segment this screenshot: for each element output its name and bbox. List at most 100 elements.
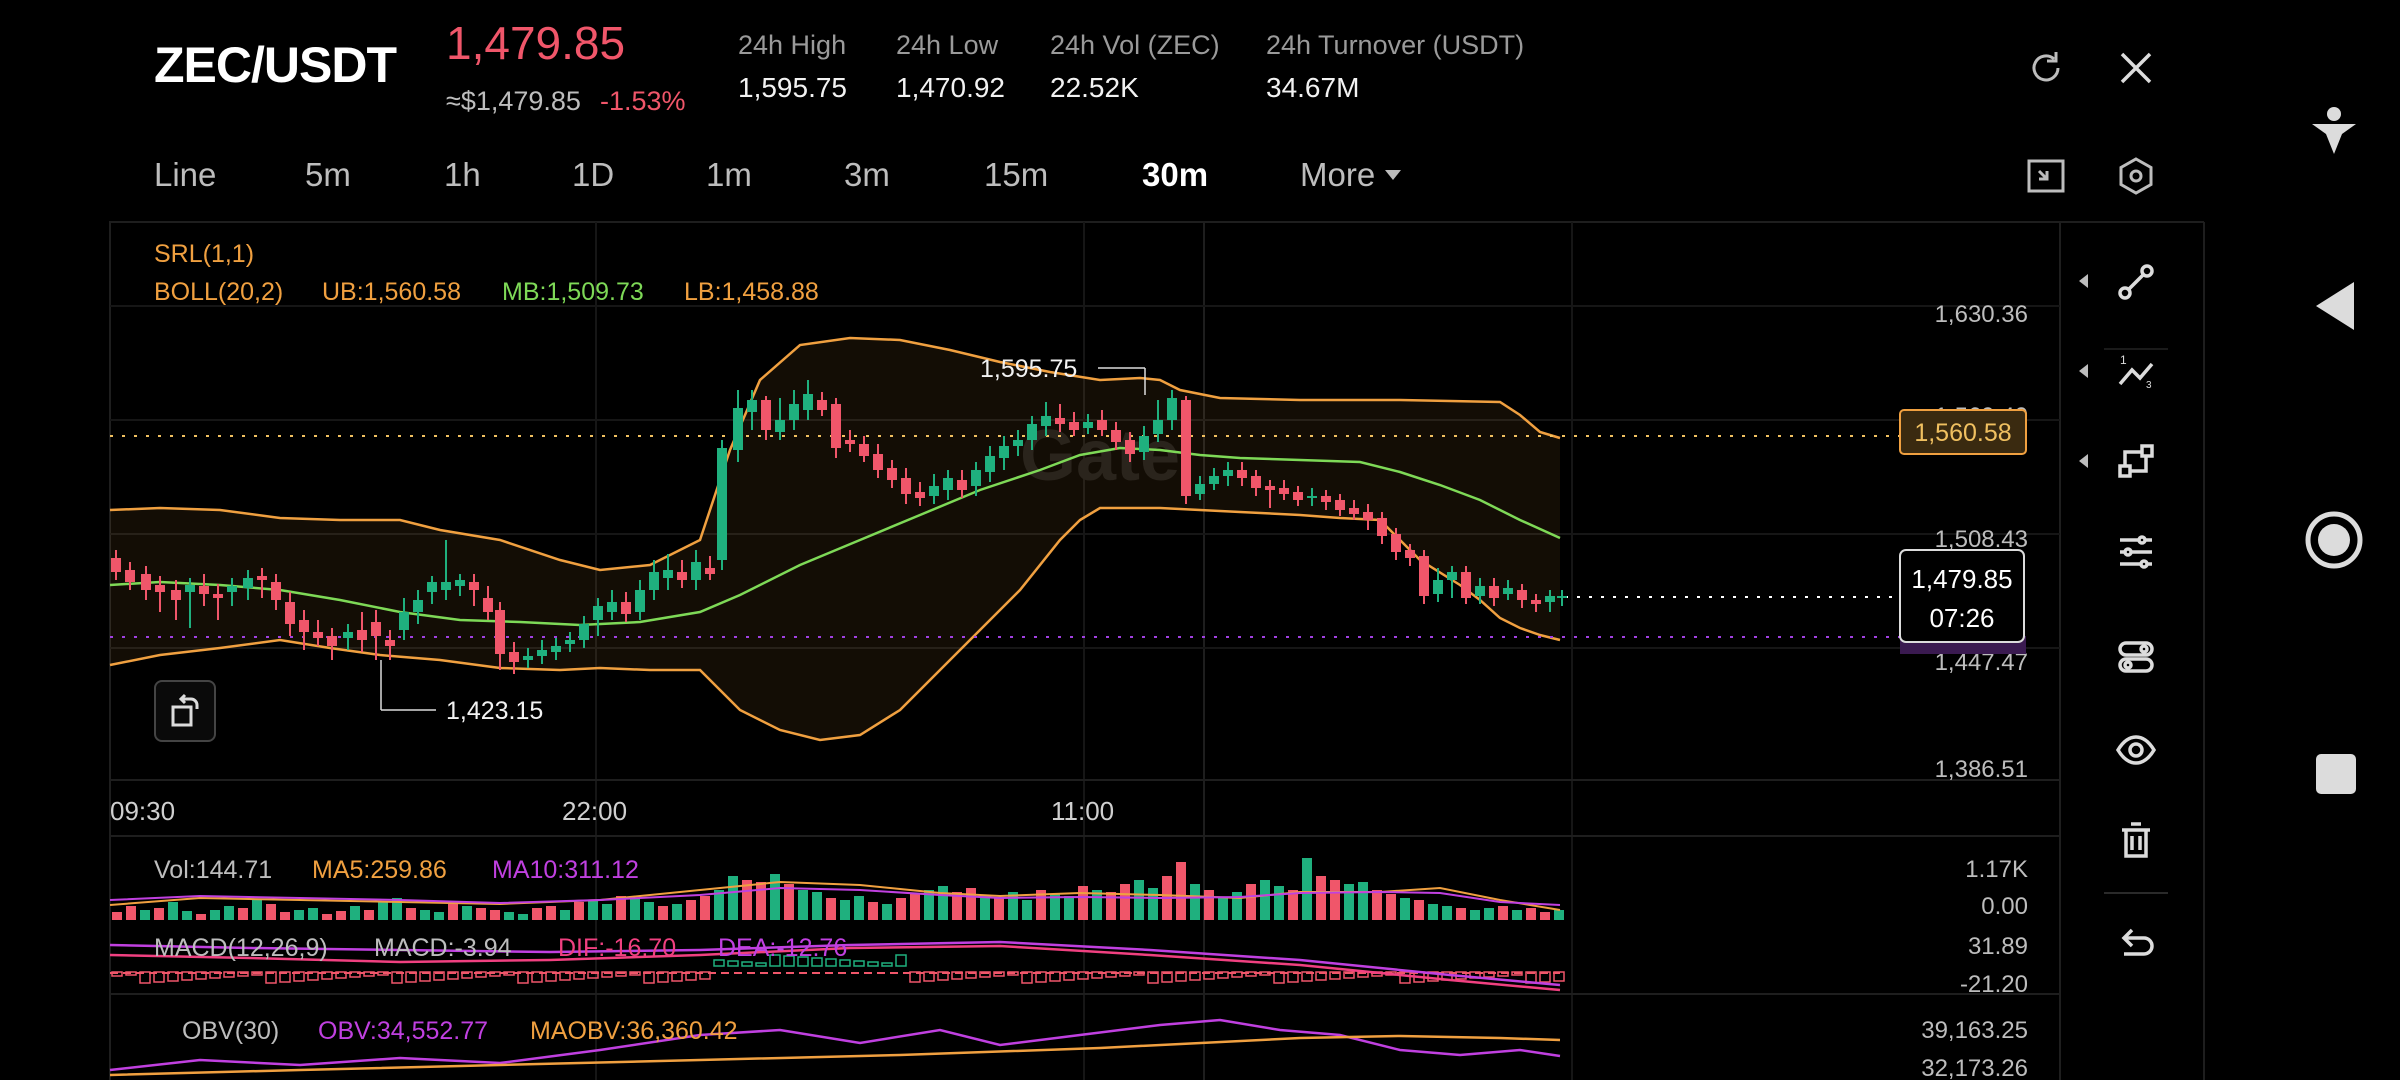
boll-lb-label: LB:1,458.88 [684,278,819,306]
tab-5m[interactable]: 5m [305,156,351,193]
expand-arrow-icon[interactable] [2079,364,2088,378]
svg-text:3: 3 [2146,380,2152,391]
macd-hist-bar [349,971,361,978]
volume-bar [658,906,668,920]
caret-down-icon [1385,170,1402,180]
candle-body [1125,440,1135,454]
candle-body [1027,424,1037,440]
refresh-icon[interactable] [2020,42,2072,94]
macd-dif: DIF:-16.70 [558,934,677,962]
volume-bar [434,912,444,920]
candle-body [111,558,121,572]
pair-title[interactable]: ZEC/USDT [154,37,397,93]
fibonacci-icon: 13 [2118,353,2154,391]
boll-label: BOLL(20,2) [154,278,284,306]
macd-hist-bar [335,971,347,979]
candle-body [1335,500,1345,510]
more-dropdown[interactable]: More [1300,156,1402,194]
undo-icon [2121,928,2154,956]
fullscreen-exit-icon[interactable] [2020,150,2072,202]
volume-bar [1330,880,1340,920]
price-axis-label: 1,386.51 [1935,756,2028,783]
home-nav-icon[interactable] [2304,510,2364,575]
candle-body [1377,518,1387,536]
candle-body [313,632,323,638]
candle-body [971,470,981,486]
tab-1m[interactable]: 1m [706,156,752,193]
shape-tool-button[interactable] [2104,430,2168,494]
adjust-tool-button[interactable] [2104,520,2168,584]
volume-bar [1218,898,1228,920]
macd-hist-bar [1273,971,1285,984]
volume-bar [910,894,920,920]
tab-1d[interactable]: 1D [572,156,615,193]
candle-body [579,624,589,640]
volume-bar [1316,876,1326,920]
volume-bar [392,898,402,920]
expand-arrow-icon[interactable] [2079,274,2088,288]
volume-bar [112,912,122,920]
macd-hist-bar [1049,971,1061,982]
toggle-tool-button[interactable] [2104,625,2168,689]
stat-24h-high-value: 1,595.75 [738,72,847,103]
volume-bar [1442,906,1452,920]
volume-bar [490,910,500,920]
tab-15m[interactable]: 15m [984,156,1049,193]
accessibility-icon[interactable] [2306,104,2362,165]
volume-bar [742,880,752,920]
tab-1h[interactable]: 1h [444,156,481,193]
candle-body [199,586,209,594]
candle-body [551,646,561,652]
tab-30m[interactable]: 30m [1142,156,1209,193]
candle-body [887,468,897,480]
rotate-screen-icon [171,693,199,727]
candle-body [775,420,785,432]
expand-arrow-icon[interactable] [2079,454,2088,468]
stat-24h-turnover-value: 34.67M [1266,72,1360,103]
undo-button[interactable] [2104,912,2168,976]
trash-icon [2122,822,2150,858]
maobv-line [109,1034,1561,1077]
recents-nav-icon[interactable] [2314,752,2358,801]
candle-body [593,606,603,620]
last-price-tag[interactable] [1899,549,2025,643]
trendline-tool-button[interactable] [2104,250,2168,314]
volume-bar [1428,904,1438,920]
macd-dea-line [109,940,1561,987]
candle-body [1391,534,1401,552]
candle-body [1503,588,1513,594]
candle-body [1055,418,1065,424]
volume-bar [854,896,864,920]
volume-bar [1372,890,1382,920]
delete-button[interactable] [2104,808,2168,872]
tab-3m[interactable]: 3m [844,156,890,193]
candle-body [537,650,547,656]
candle-body [1209,476,1219,484]
volume-bar [714,890,724,920]
candle-body [1433,580,1443,594]
visibility-button[interactable] [2104,718,2168,782]
close-icon[interactable] [2110,42,2162,94]
volume-bar [994,898,1004,920]
volume-bar [1078,886,1088,920]
volume-bar [980,896,990,920]
volume-bar [1498,906,1508,920]
volume-bar [602,904,612,920]
candle-body [427,582,437,592]
volume-bar [364,910,374,920]
settings-hex-icon[interactable] [2110,150,2162,202]
vol-label: Vol:144.71 [154,856,273,884]
vol-ma10-label: MA10:311.12 [492,856,639,884]
back-nav-icon[interactable] [2310,278,2360,339]
candle-body [227,586,237,592]
volume-bar [546,906,556,920]
rotate-button[interactable] [154,680,216,742]
macd-dea: DEA:-12.76 [718,934,848,962]
obv-value: OBV:34,552.77 [318,1017,489,1045]
candle-body [1013,440,1023,446]
candle-body [1069,422,1079,430]
tab-line[interactable]: Line [154,156,217,193]
stat-24h-vol-label: 24h Vol (ZEC) [1050,30,1220,60]
